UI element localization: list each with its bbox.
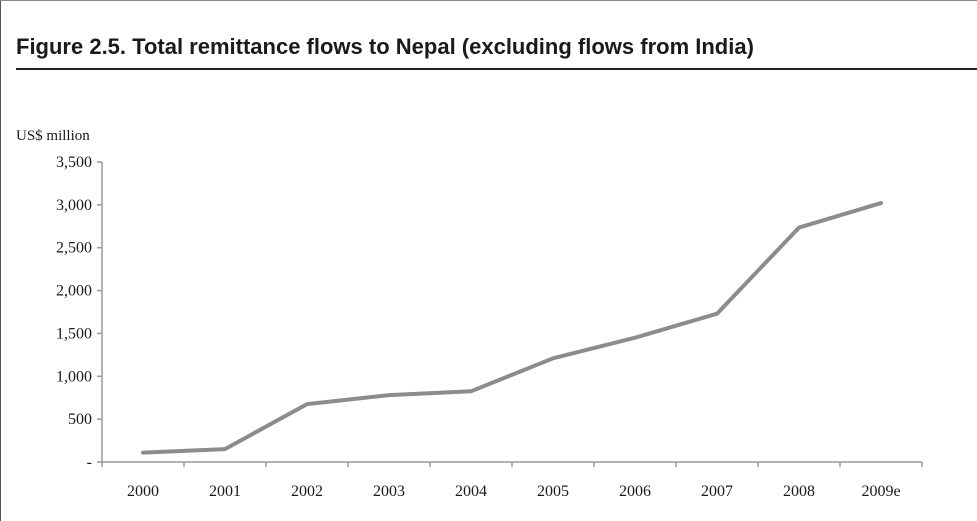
figure-title: Figure 2.5. Total remittance flows to Ne… xyxy=(16,34,754,59)
y-axis: - 500 1,000 1,500 2,000 2,500 3,000 3,500 xyxy=(56,154,103,471)
y-tick-label: - xyxy=(87,454,92,471)
x-tick-label: 2008 xyxy=(783,483,815,500)
y-axis-unit-label: US$ million xyxy=(16,128,90,144)
figure-frame-left xyxy=(0,0,1,521)
x-tick-label: 2001 xyxy=(209,483,241,500)
remittance-series-line xyxy=(141,201,883,455)
y-tick-label: 1,500 xyxy=(56,325,92,342)
y-tick-label: 1,000 xyxy=(56,368,92,385)
y-tick-label: 2,500 xyxy=(56,240,92,257)
x-tick-label: 2007 xyxy=(701,483,733,500)
series-layer xyxy=(141,201,883,455)
y-tick-label: 3,500 xyxy=(56,154,92,171)
x-tick-label: 2006 xyxy=(619,483,651,500)
y-tick-label: 500 xyxy=(68,411,92,428)
title-rule xyxy=(16,68,977,70)
figure-frame-top xyxy=(0,0,977,1)
x-tick-label: 2003 xyxy=(373,483,405,500)
x-tick-label: 2000 xyxy=(127,483,159,500)
x-tick-label: 2005 xyxy=(537,483,569,500)
x-tick-label: 2002 xyxy=(291,483,323,500)
x-axis: 2000 2001 2002 2003 2004 2005 2006 2007 2008 2009… xyxy=(101,461,923,500)
x-tick-label: 2009e xyxy=(861,483,900,500)
y-tick-label: 2,000 xyxy=(56,283,92,300)
y-tick-label: 3,000 xyxy=(56,197,92,214)
x-tick-label: 2004 xyxy=(455,483,487,500)
